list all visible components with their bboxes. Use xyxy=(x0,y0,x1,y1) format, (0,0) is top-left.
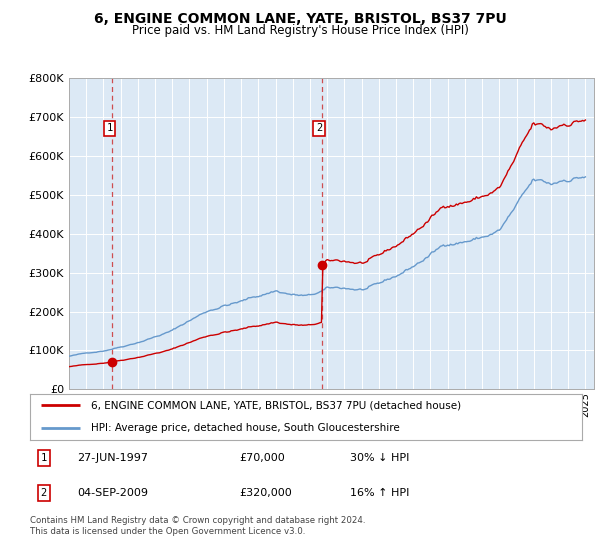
Text: 04-SEP-2009: 04-SEP-2009 xyxy=(77,488,148,498)
Text: 16% ↑ HPI: 16% ↑ HPI xyxy=(350,488,410,498)
Text: 27-JUN-1997: 27-JUN-1997 xyxy=(77,453,148,463)
Text: HPI: Average price, detached house, South Gloucestershire: HPI: Average price, detached house, Sout… xyxy=(91,423,400,433)
Text: Contains HM Land Registry data © Crown copyright and database right 2024.
This d: Contains HM Land Registry data © Crown c… xyxy=(30,516,365,536)
Text: 2: 2 xyxy=(316,123,322,133)
Text: £320,000: £320,000 xyxy=(240,488,293,498)
Text: Price paid vs. HM Land Registry's House Price Index (HPI): Price paid vs. HM Land Registry's House … xyxy=(131,24,469,37)
Text: 6, ENGINE COMMON LANE, YATE, BRISTOL, BS37 7PU: 6, ENGINE COMMON LANE, YATE, BRISTOL, BS… xyxy=(94,12,506,26)
Text: 30% ↓ HPI: 30% ↓ HPI xyxy=(350,453,410,463)
Text: 6, ENGINE COMMON LANE, YATE, BRISTOL, BS37 7PU (detached house): 6, ENGINE COMMON LANE, YATE, BRISTOL, BS… xyxy=(91,400,461,410)
Text: 1: 1 xyxy=(106,123,113,133)
Text: 1: 1 xyxy=(41,453,47,463)
Text: £70,000: £70,000 xyxy=(240,453,286,463)
Text: 2: 2 xyxy=(41,488,47,498)
